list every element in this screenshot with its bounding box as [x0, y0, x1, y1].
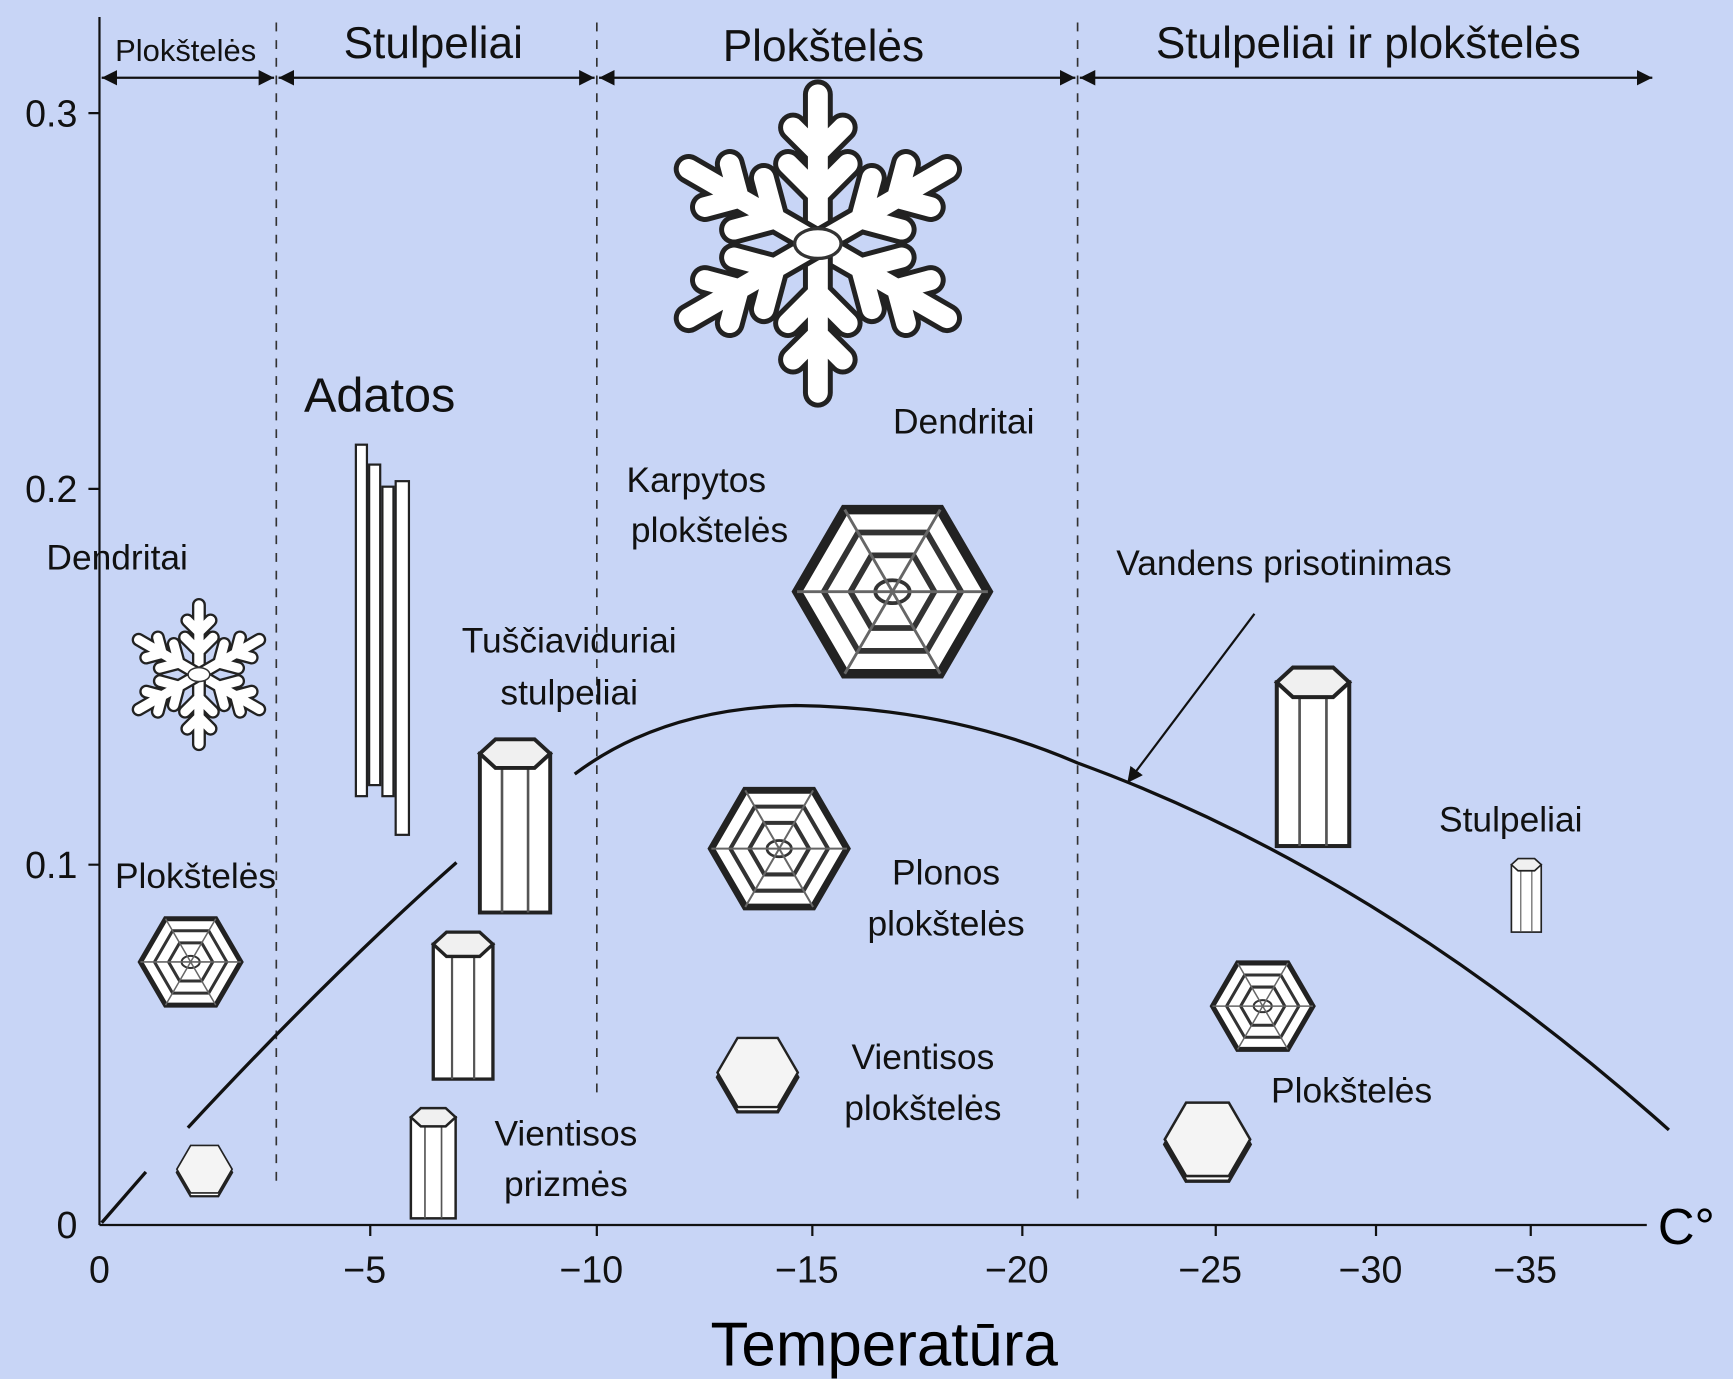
y-tick-label: 0.3 [25, 92, 77, 134]
x-tick-label: 0 [89, 1248, 110, 1290]
label: Vandens prisotinimas [1116, 544, 1451, 583]
x-tick-label: −10 [559, 1248, 623, 1290]
label: Plonos [892, 854, 1000, 893]
label: prizmės [504, 1165, 628, 1204]
label: stulpeliai [500, 673, 638, 712]
x-tick-label: −35 [1493, 1248, 1557, 1290]
label: Vientisos [494, 1114, 637, 1153]
label: Plokštelės [1271, 1071, 1432, 1110]
x-tick-label: −25 [1178, 1248, 1242, 1290]
x-tick-label: −20 [985, 1248, 1049, 1290]
y-tick-label: 0.2 [25, 468, 77, 510]
label: plokštelės [631, 511, 788, 550]
region-label: Plokštelės [115, 33, 256, 68]
region-label: Stulpeliai ir plokštelės [1156, 19, 1581, 68]
y-tick-label: 0 [56, 1204, 77, 1246]
label: plokštelės [844, 1089, 1001, 1128]
label: Dendritai [893, 403, 1035, 442]
region-label: Stulpeliai [344, 19, 523, 68]
x-tick-label: −15 [775, 1248, 839, 1290]
label: Plokštelės [115, 857, 276, 896]
diagram: Plokštelės Stulpeliai Plokštelės Stulpel… [0, 0, 1733, 1379]
page: Plokštelės Stulpeliai Plokštelės Stulpel… [0, 0, 1733, 1379]
y-tick-label: 0.1 [25, 844, 77, 886]
region-label: Plokštelės [723, 22, 924, 71]
x-unit: C° [1658, 1198, 1715, 1255]
label: Karpytos [627, 461, 767, 500]
label: plokštelės [867, 904, 1024, 943]
label: Dendritai [46, 539, 188, 578]
x-tick-label: −30 [1339, 1248, 1403, 1290]
pointer-arrow [1127, 614, 1254, 783]
label: Adatos [304, 369, 455, 423]
saturation-curve [102, 706, 1669, 1223]
label: Vientisos [851, 1038, 994, 1077]
x-axis-title: Temperatūra [711, 1310, 1059, 1379]
label: Stulpeliai [1439, 801, 1583, 840]
x-tick-label: −5 [343, 1248, 386, 1290]
crystals [132, 94, 1542, 1218]
label: Tuščiaviduriai [462, 621, 677, 660]
